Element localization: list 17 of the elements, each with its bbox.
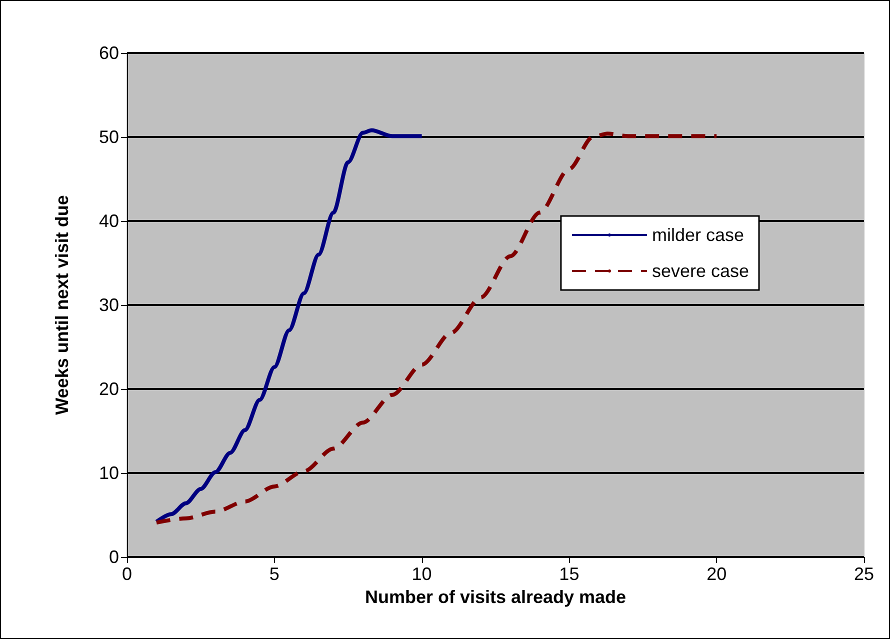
- y-tick-label: 30: [98, 295, 119, 315]
- y-tick-label: 50: [98, 127, 119, 147]
- y-tick-label: 10: [98, 463, 119, 483]
- x-tick-label: 15: [559, 564, 580, 584]
- x-tick-label: 0: [122, 564, 132, 584]
- x-tick-label: 20: [706, 564, 727, 584]
- x-tick-label: 25: [854, 564, 874, 584]
- legend-label: milder case: [652, 225, 744, 245]
- y-tick-label: 20: [98, 379, 119, 399]
- legend-label: severe case: [652, 261, 750, 281]
- x-tick-label: 10: [412, 564, 432, 584]
- y-tick-label: 60: [98, 43, 119, 63]
- y-tick-label: 40: [98, 211, 119, 231]
- x-tick-label: 5: [269, 564, 280, 584]
- x-axis-title: Number of visits already made: [364, 586, 626, 607]
- y-tick-label: 0: [108, 547, 119, 567]
- y-axis-title: Weeks until next visit due: [52, 195, 72, 415]
